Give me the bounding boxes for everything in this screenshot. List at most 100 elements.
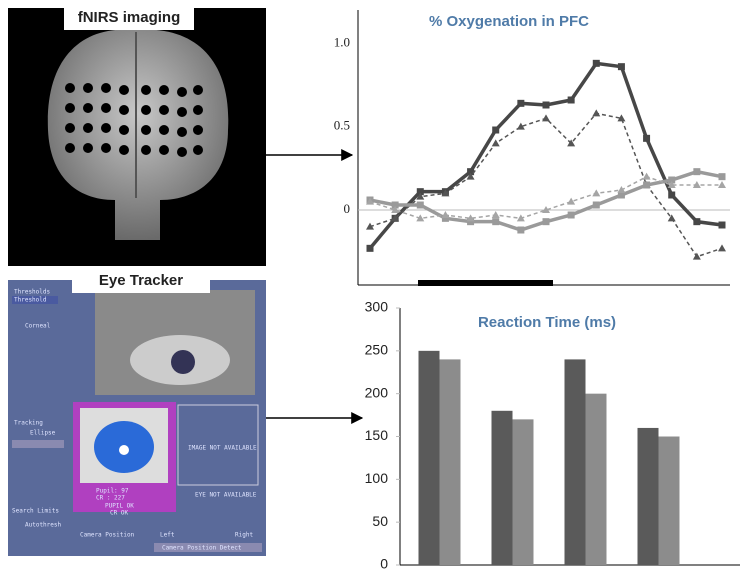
et-text: CR : 227 xyxy=(96,495,125,502)
point xyxy=(643,181,651,189)
point xyxy=(491,211,500,218)
bar xyxy=(637,427,659,565)
optode xyxy=(159,85,169,95)
panel-label: Eye Tracker xyxy=(99,272,183,289)
et-text: IMAGE NOT AVAILABLE xyxy=(188,445,257,452)
optode xyxy=(177,147,187,157)
optode xyxy=(83,103,93,113)
optode xyxy=(119,145,129,155)
point xyxy=(441,189,450,197)
point xyxy=(617,191,625,199)
et-text: Search Limits xyxy=(12,508,59,515)
et-text: Left xyxy=(160,532,175,539)
optode xyxy=(141,105,151,115)
optode xyxy=(83,143,93,153)
point xyxy=(441,214,449,222)
point xyxy=(516,122,525,130)
et-text: Thresholds xyxy=(14,289,51,296)
optode xyxy=(65,103,75,113)
optode xyxy=(193,125,203,135)
y-tick-label: 0 xyxy=(380,556,388,572)
stimulus-bar xyxy=(418,280,553,286)
optode xyxy=(119,85,129,95)
point xyxy=(617,114,626,122)
optode xyxy=(119,125,129,135)
y-tick-label: 200 xyxy=(365,384,389,400)
y-tick-label: 0.5 xyxy=(334,118,350,133)
optode xyxy=(159,125,169,135)
point xyxy=(643,134,651,142)
point xyxy=(592,109,601,117)
optode xyxy=(193,85,203,95)
optode xyxy=(65,123,75,133)
optode xyxy=(141,145,151,155)
chart-title: % Oxygenation in PFC xyxy=(429,13,589,30)
et-text: Camera Position Detect xyxy=(162,545,242,552)
y-tick-label: 150 xyxy=(365,427,389,443)
bar xyxy=(658,436,680,565)
y-tick-label: 1.0 xyxy=(334,34,350,49)
point xyxy=(693,218,701,226)
y-tick-label: 250 xyxy=(365,342,389,358)
et-text: EYE NOT AVAILABLE xyxy=(195,492,257,499)
y-tick-label: 0 xyxy=(344,201,351,216)
point xyxy=(718,244,726,252)
point xyxy=(467,168,475,176)
y-tick-label: 100 xyxy=(365,470,389,486)
point xyxy=(567,96,575,104)
y-tick-label: 300 xyxy=(365,299,389,315)
et-text: Pupil: 97 xyxy=(96,488,129,495)
optode xyxy=(83,83,93,93)
point xyxy=(391,214,400,222)
point xyxy=(492,218,500,226)
bar xyxy=(512,419,534,565)
point xyxy=(567,211,575,219)
optode xyxy=(119,105,129,115)
et-text: Right xyxy=(235,532,253,539)
fnirs-image xyxy=(8,8,266,266)
bar xyxy=(564,359,586,565)
point xyxy=(441,211,450,218)
point xyxy=(542,114,550,122)
label-box xyxy=(72,268,210,293)
bar xyxy=(491,410,513,565)
point xyxy=(366,222,374,230)
chart-title: Reaction Time (ms) xyxy=(478,314,616,331)
point xyxy=(416,192,425,200)
optode xyxy=(193,145,203,155)
point xyxy=(592,59,600,67)
et-text: Camera Position xyxy=(80,532,135,539)
point xyxy=(667,181,676,188)
optode xyxy=(141,85,151,95)
point xyxy=(466,214,475,222)
panel-label: fNIRS imaging xyxy=(78,9,181,26)
point xyxy=(366,197,374,205)
point xyxy=(567,139,576,147)
point xyxy=(718,173,726,181)
point xyxy=(668,176,676,184)
series-line xyxy=(369,112,723,258)
et-text: Ellipse xyxy=(30,430,56,437)
optode xyxy=(65,83,75,93)
y-tick-label: 50 xyxy=(372,513,388,529)
optode xyxy=(83,123,93,133)
eye-tracker-screenshot xyxy=(8,280,266,556)
point xyxy=(391,201,399,209)
bar xyxy=(439,359,461,565)
point xyxy=(692,252,701,260)
point xyxy=(542,101,550,109)
optode xyxy=(141,125,151,135)
optode xyxy=(101,143,111,153)
optode xyxy=(159,145,169,155)
point xyxy=(617,63,625,71)
point xyxy=(542,218,550,226)
point xyxy=(517,99,525,107)
point xyxy=(517,226,525,234)
point xyxy=(542,206,550,213)
et-text: Threshold xyxy=(14,297,47,304)
et-text: Autothresh xyxy=(25,522,62,529)
et-text: PUPIL OK xyxy=(105,503,134,510)
optode xyxy=(177,87,187,97)
label-box xyxy=(64,5,194,30)
